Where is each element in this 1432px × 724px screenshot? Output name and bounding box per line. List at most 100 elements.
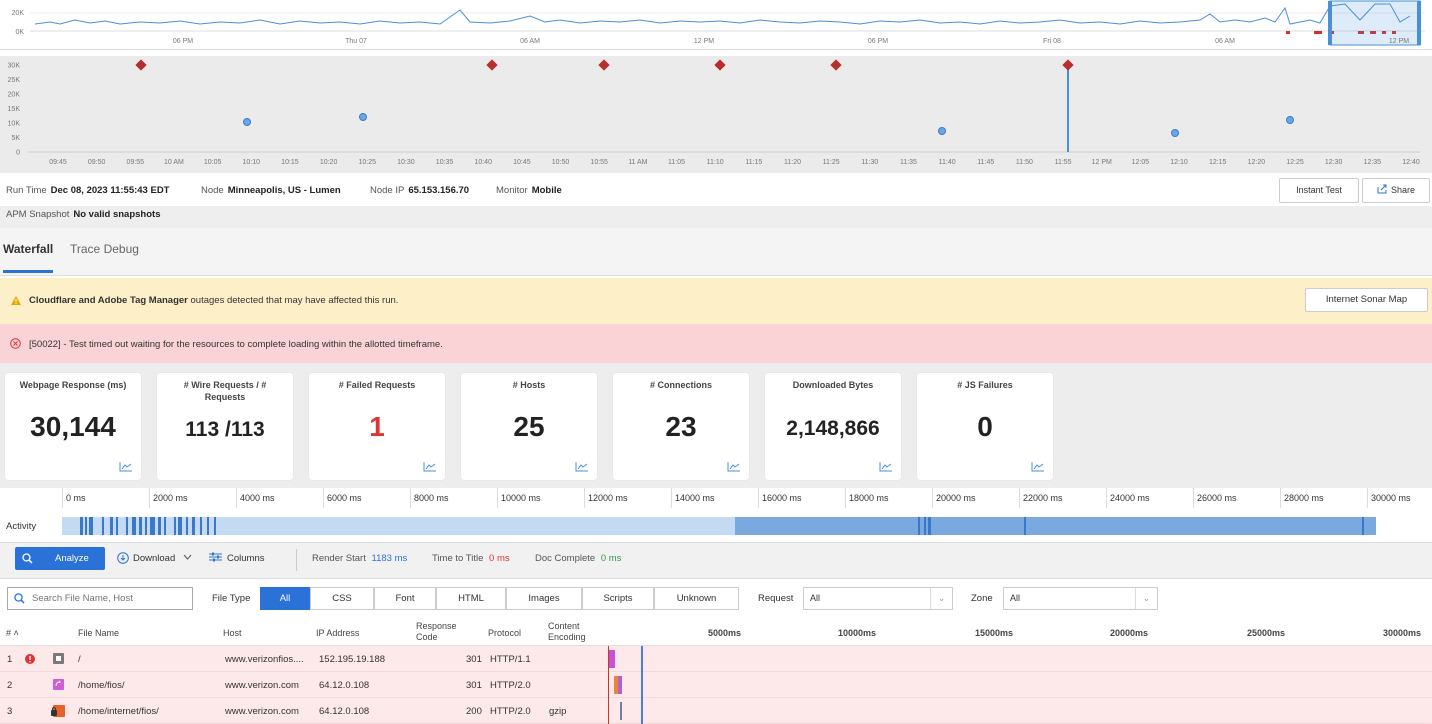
run-point[interactable]: [1171, 129, 1179, 137]
internet-sonar-map-button[interactable]: Internet Sonar Map: [1305, 288, 1428, 312]
download-dropdown[interactable]: Download: [117, 552, 192, 564]
card-hosts: # Hosts 25: [461, 373, 597, 480]
chevron-down-icon: ⌄: [930, 588, 952, 609]
zone-label: Zone: [971, 593, 993, 604]
file-type-font[interactable]: Font: [374, 587, 436, 610]
trend-chart-icon[interactable]: [1031, 462, 1045, 472]
column-header-response-code[interactable]: Response Code: [416, 621, 457, 642]
node: Node Minneapolis, US - Lumen: [201, 185, 341, 196]
row-file-name[interactable]: /home/internet/fios/: [78, 706, 159, 717]
timeline-tick-label: 6000 ms: [327, 493, 362, 503]
row-ip-address: 64.12.0.108: [319, 680, 370, 691]
share-label: Share: [1390, 185, 1416, 195]
apm-value: No valid snapshots: [73, 209, 161, 220]
file-type-html[interactable]: HTML: [436, 587, 506, 610]
file-type-unknown[interactable]: Unknown: [654, 587, 739, 610]
table-row[interactable]: 3 /home/internet/fios/ www.verizon.com 6…: [0, 698, 1432, 724]
timeline-tick-line: [932, 488, 933, 508]
analyze-button[interactable]: Analyze: [15, 547, 105, 570]
waterfall-bar[interactable]: [620, 702, 622, 720]
tab-waterfall[interactable]: Waterfall: [3, 242, 54, 256]
run-scatter-chart[interactable]: 30K 25K 20K 15K 10K 5K 0 09:45 09:50 09:55 10 AM 1…: [0, 56, 1432, 173]
share-button[interactable]: Share: [1362, 178, 1430, 203]
scatter-y-tick: 0: [16, 150, 20, 157]
file-type-scripts[interactable]: Scripts: [582, 587, 654, 610]
run-point[interactable]: [938, 127, 946, 135]
failed-run-marker[interactable]: [714, 59, 726, 71]
failed-run-marker[interactable]: [830, 59, 842, 71]
card-connections: # Connections 23: [613, 373, 749, 480]
outage-message: outages detected that may have affected …: [187, 295, 399, 306]
scatter-x-tick: 10:30: [397, 159, 415, 166]
failed-run-marker[interactable]: [486, 59, 498, 71]
column-header-ip-address[interactable]: IP Address: [316, 628, 360, 638]
tab-trace-debug[interactable]: Trace Debug: [70, 242, 139, 256]
column-header-protocol[interactable]: Protocol: [488, 628, 522, 638]
columns-button[interactable]: Columns: [209, 552, 265, 564]
scatter-x-tick: 11:45: [977, 159, 994, 166]
overview-chart[interactable]: 20K 0K 06 PM Thu 07 06 AM 12 PM 06 PM Fr…: [0, 0, 1432, 50]
waterfall-bar[interactable]: [618, 676, 622, 694]
overview-selection-window[interactable]: [1329, 0, 1421, 46]
failed-run-marker[interactable]: [1062, 59, 1074, 71]
tab-bar: Waterfall Trace Debug: [0, 228, 1432, 276]
card-value[interactable]: 1: [369, 411, 385, 442]
scatter-x-tick: 12:05: [1132, 159, 1150, 166]
overview-selection-handle-left[interactable]: [1328, 1, 1332, 45]
trend-chart-icon[interactable]: [119, 462, 133, 472]
failed-run-marker[interactable]: [598, 59, 610, 71]
overview-y-tick: 20K: [12, 10, 25, 17]
scatter-x-tick: 11:05: [668, 159, 685, 166]
timeline-tick-label: 30000 ms: [1371, 493, 1411, 503]
waterfall-table-header: # ˄ File Name Host IP Address Response C…: [0, 619, 1432, 646]
waterfall-bar[interactable]: [614, 676, 618, 694]
column-header-content-encoding[interactable]: Content Encoding: [548, 621, 586, 642]
overview-selection-handle-right[interactable]: [1417, 1, 1421, 45]
apm-label: APM Snapshot: [6, 209, 70, 220]
row-file-name[interactable]: /home/fios/: [78, 680, 125, 691]
search-box[interactable]: [7, 587, 193, 610]
zone-select[interactable]: All ⌄: [1003, 587, 1158, 610]
chevron-down-icon: ⌄: [1135, 588, 1157, 609]
scatter-x-tick: 09:45: [49, 159, 67, 166]
column-header-file-name[interactable]: File Name: [78, 628, 120, 638]
trend-chart-icon[interactable]: [879, 462, 893, 472]
run-point[interactable]: [1286, 116, 1294, 124]
timeline-tick-label: 4000 ms: [240, 493, 275, 503]
row-response-code: 301: [466, 680, 482, 691]
run-point[interactable]: [243, 118, 251, 126]
scatter-x-tick: 11:30: [861, 159, 878, 166]
run-point[interactable]: [359, 113, 367, 121]
timeline-tick-label: 0 ms: [66, 493, 86, 503]
activity-bar[interactable]: [62, 517, 1376, 535]
download-icon: [117, 552, 129, 564]
html-file-lock-icon: [51, 705, 65, 717]
file-type-css[interactable]: CSS: [310, 587, 374, 610]
failed-run-marker[interactable]: [135, 59, 147, 71]
column-header-number[interactable]: # ˄: [6, 628, 19, 638]
table-row[interactable]: 1 / www.verizonfios.... 152.195.19.188 3…: [0, 646, 1432, 672]
row-ip-address: 64.12.0.108: [319, 706, 370, 717]
metrics-panel: Webpage Response (ms) 30,144 # Wire Requ…: [0, 363, 1432, 488]
card-wire-requests: # Wire Requests / # Requests 113 /113: [157, 373, 293, 480]
scatter-y-tick: 10K: [8, 121, 21, 128]
instant-test-button[interactable]: Instant Test: [1279, 178, 1359, 203]
column-header-host[interactable]: Host: [223, 628, 242, 638]
time-to-title: Time to Title 0 ms: [432, 553, 510, 564]
card-title: # Failed Requests: [338, 380, 416, 390]
search-input[interactable]: [32, 591, 187, 606]
file-type-all[interactable]: All: [260, 587, 310, 610]
request-select[interactable]: All ⌄: [803, 587, 953, 610]
table-row[interactable]: 2 /home/fios/ www.verizon.com 64.12.0.10…: [0, 672, 1432, 698]
trend-chart-icon[interactable]: [575, 462, 589, 472]
waterfall-scale-tick: 25000ms: [1247, 628, 1286, 638]
request-label: Request: [758, 593, 794, 604]
file-type-images[interactable]: Images: [506, 587, 582, 610]
timeline-tick-label: 22000 ms: [1023, 493, 1063, 503]
waterfall-scale-tick: 15000ms: [975, 628, 1014, 638]
waterfall-bar[interactable]: [609, 650, 615, 668]
row-file-name[interactable]: /: [78, 654, 81, 665]
trend-chart-icon[interactable]: [727, 462, 741, 472]
scatter-x-tick: 11:50: [1016, 159, 1033, 166]
trend-chart-icon[interactable]: [423, 462, 437, 472]
